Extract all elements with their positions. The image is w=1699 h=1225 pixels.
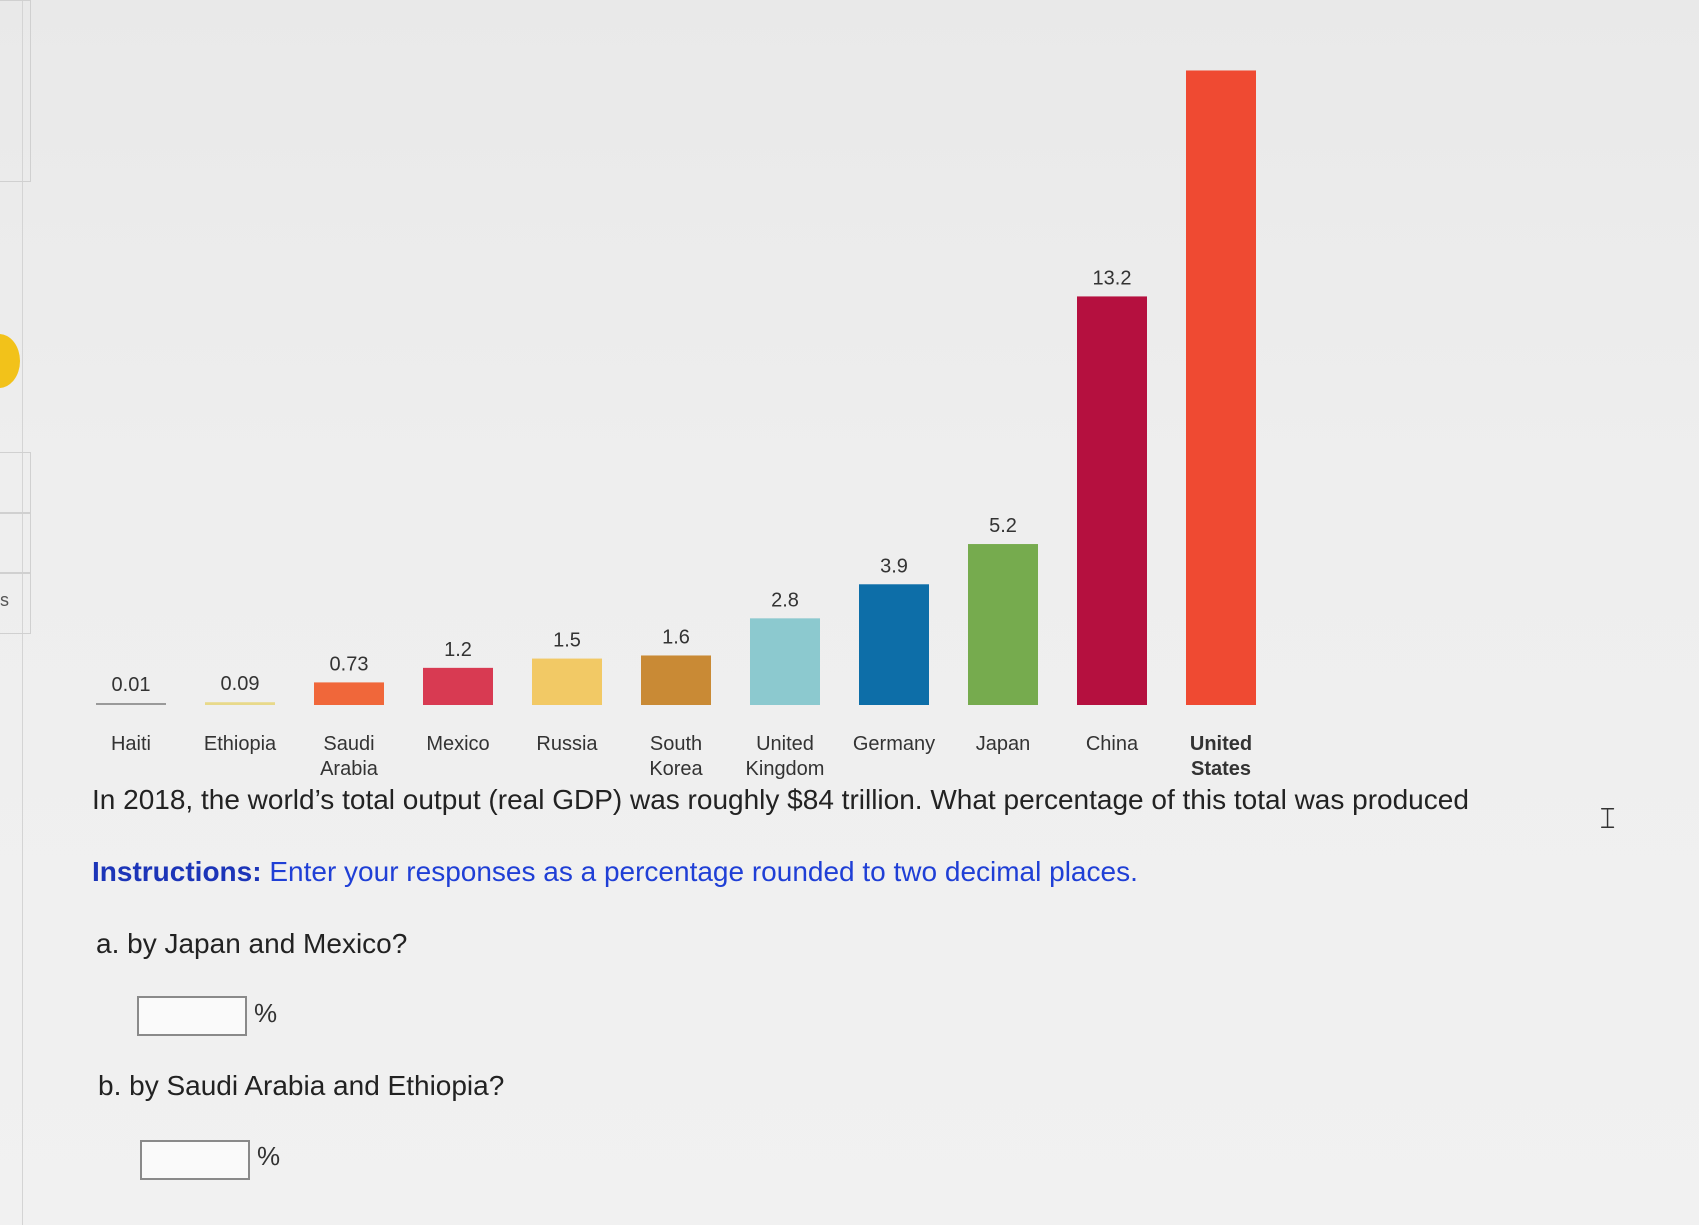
edge-letter: s bbox=[0, 590, 9, 610]
category-label: United Kingdom bbox=[746, 733, 825, 780]
status-dot bbox=[0, 334, 20, 388]
data-label: 13.2 bbox=[1093, 267, 1132, 289]
data-label: 5.2 bbox=[989, 515, 1017, 537]
category-label: Japan bbox=[976, 733, 1031, 755]
question-text: In 2018, the world’s total output (real … bbox=[92, 784, 1469, 815]
answer-input-b[interactable] bbox=[140, 1140, 250, 1180]
edge-panel bbox=[0, 572, 31, 634]
bar-united-states bbox=[1186, 70, 1256, 705]
percent-unit-a: % bbox=[254, 998, 278, 1028]
category-label: Haiti bbox=[111, 733, 151, 755]
edge-panel bbox=[0, 452, 31, 514]
data-label: 2.8 bbox=[771, 589, 799, 611]
data-label: 1.2 bbox=[444, 639, 472, 661]
bar-saudi-arabia bbox=[314, 682, 384, 705]
bar-germany bbox=[859, 584, 929, 705]
bar-mexico bbox=[423, 667, 493, 705]
category-label: China bbox=[1086, 733, 1139, 755]
part-a-question: a. by Japan and Mexico? bbox=[96, 928, 408, 959]
instructions-text: Enter your responses as a percentage rou… bbox=[261, 856, 1138, 887]
gdp-bar-chart: 0.01 Haiti 0.09 Ethiopia 0.73 Saudi Arabia 1.2 M… bbox=[96, 70, 1256, 780]
percent-unit-b: % bbox=[257, 1141, 281, 1171]
bar-china bbox=[1077, 296, 1147, 705]
instructions-label: Instructions: bbox=[92, 856, 262, 887]
data-label: 0.73 bbox=[330, 653, 369, 675]
category-label: United States bbox=[1190, 733, 1252, 780]
bar-haiti bbox=[96, 703, 166, 705]
category-label: Mexico bbox=[426, 733, 489, 755]
category-label: Saudi Arabia bbox=[320, 733, 379, 780]
bar-south-korea bbox=[641, 655, 711, 705]
edge-panel bbox=[0, 512, 31, 574]
data-label: 1.5 bbox=[553, 630, 581, 652]
bar-united-kingdom bbox=[750, 618, 820, 705]
left-panel-edge bbox=[0, 0, 23, 1225]
category-label: Germany bbox=[853, 733, 935, 755]
instructions: Instructions: Enter your responses as a … bbox=[92, 856, 1138, 888]
text-cursor-icon: 𝙸 bbox=[1597, 802, 1619, 835]
category-label: South Korea bbox=[649, 733, 703, 780]
bar-russia bbox=[532, 658, 602, 705]
data-label: 0.01 bbox=[112, 674, 151, 696]
part-b-question: b. by Saudi Arabia and Ethiopia? bbox=[98, 1070, 505, 1101]
data-label: 1.6 bbox=[662, 626, 690, 648]
category-label: Ethiopia bbox=[204, 733, 277, 755]
edge-panel bbox=[0, 0, 31, 182]
answer-input-a[interactable] bbox=[137, 996, 247, 1036]
category-label: Russia bbox=[536, 733, 598, 755]
data-label: 0.09 bbox=[221, 673, 260, 695]
bar-ethiopia bbox=[205, 702, 275, 705]
bar-japan bbox=[968, 544, 1038, 705]
data-label: 3.9 bbox=[880, 555, 908, 577]
